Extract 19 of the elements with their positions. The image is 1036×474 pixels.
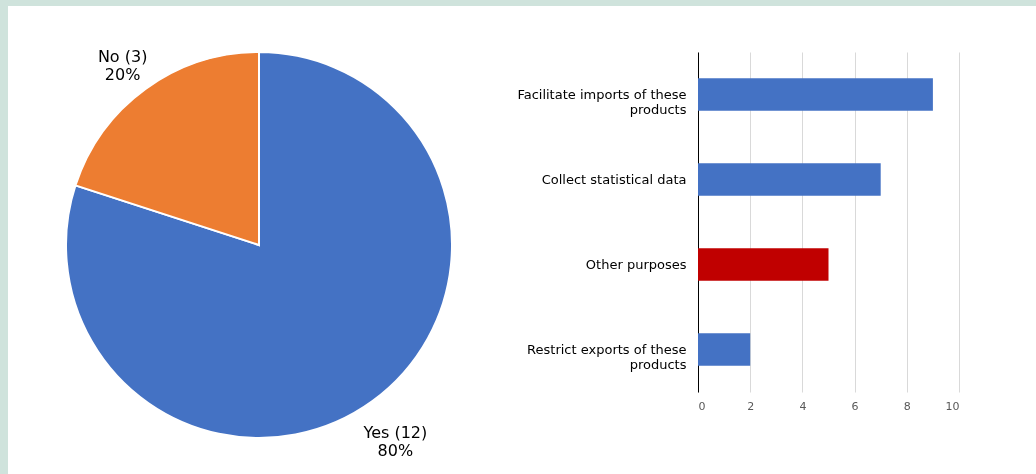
y-tick-label: Facilitate imports of these products (517, 86, 687, 117)
y-tick-label: Collect statistical data (541, 171, 687, 187)
pie-slice (65, 51, 453, 439)
bar (698, 78, 933, 111)
data-label: 80% (377, 440, 414, 460)
x-tick-label: 6 (851, 399, 859, 413)
y-tick-label: Other purposes (585, 256, 687, 272)
x-tick-label: 10 (945, 399, 960, 413)
x-tick-label: 4 (799, 399, 807, 413)
x-tick-label: 2 (747, 399, 755, 413)
slice-label: No (3) (97, 47, 148, 67)
bar (698, 163, 881, 196)
y-tick-label: Restrict exports of these products (527, 341, 687, 372)
bar (698, 248, 829, 281)
bar (698, 333, 751, 366)
slice-label: Yes (12) (362, 422, 428, 442)
data-label: 20% (104, 65, 141, 85)
x-tick-label: 0 (698, 399, 706, 413)
x-tick-label: 8 (903, 399, 911, 413)
